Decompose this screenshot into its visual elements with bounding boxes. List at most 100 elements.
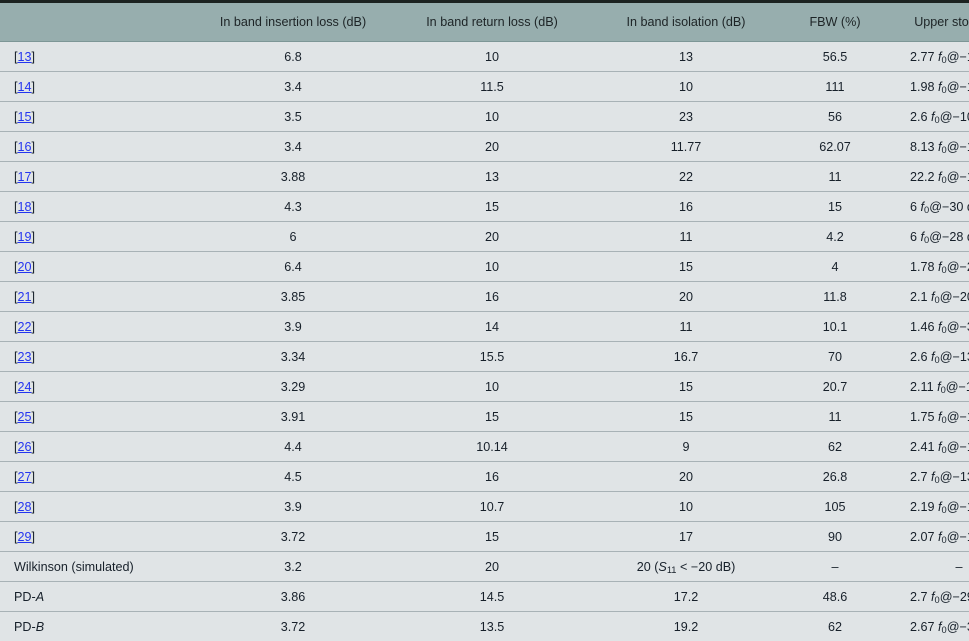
cell-return-loss: 16 [394,462,590,492]
reference-link[interactable]: 17 [18,170,32,184]
cell-reference: [18] [0,192,192,222]
frequency-subscript: 0 [941,385,946,395]
cell-isolation: 11.77 [590,132,782,162]
cell-fbw: 4.2 [782,222,888,252]
cell-reference: [25] [0,402,192,432]
cell-return-loss: 10 [394,42,590,72]
frequency-subscript: 0 [924,235,929,245]
cell-insertion-loss: 3.9 [192,492,394,522]
frequency-symbol: f [938,80,942,94]
column-header-upper-stopband: Upper stopband [888,3,969,42]
cell-return-loss: 10 [394,372,590,402]
cell-fbw: 111 [782,72,888,102]
stopband-multiplier: 2.19 [910,500,938,514]
bracket-close: ] [32,410,36,424]
reference-link[interactable]: 28 [18,500,32,514]
stopband-level: @−16 dB [947,530,969,544]
reference-link[interactable]: 27 [18,470,32,484]
cell-insertion-loss: 4.4 [192,432,394,462]
cell-upper-stopband: 2.6 f0@−10 dB [888,102,969,132]
frequency-symbol: f [938,140,942,154]
reference-link[interactable]: 18 [18,200,32,214]
bracket-close: ] [32,290,36,304]
cell-reference: [13] [0,42,192,72]
cell-upper-stopband: 6 f0@−30 dB [888,192,969,222]
reference-link[interactable]: 23 [18,350,32,364]
cell-insertion-loss: 3.2 [192,552,394,582]
isolation-prefix: 20 ( [637,560,659,574]
reference-link[interactable]: 25 [18,410,32,424]
cell-reference: [16] [0,132,192,162]
frequency-symbol: f [931,290,935,304]
reference-link[interactable]: 21 [18,290,32,304]
frequency-symbol: f [931,470,935,484]
reference-label-italic: A [36,590,44,604]
cell-isolation: 20 (S11 < −20 dB) [590,552,782,582]
cell-fbw: 105 [782,492,888,522]
reference-link[interactable]: 24 [18,380,32,394]
cell-reference: [14] [0,72,192,102]
cell-insertion-loss: 6.4 [192,252,394,282]
cell-isolation: 11 [590,312,782,342]
frequency-subscript: 0 [935,115,940,125]
cell-isolation: 15 [590,402,782,432]
cell-return-loss: 20 [394,222,590,252]
cell-fbw: 56 [782,102,888,132]
reference-link[interactable]: 14 [18,80,32,94]
cell-return-loss: 20 [394,132,590,162]
bracket-close: ] [32,350,36,364]
cell-isolation: 19.2 [590,612,782,641]
stopband-multiplier: 2.67 [910,620,938,634]
reference-link[interactable]: 29 [18,530,32,544]
stopband-multiplier: 2.7 [910,470,931,484]
table-header-row: In band insertion loss (dB) In band retu… [0,3,969,42]
cell-insertion-loss: 4.3 [192,192,394,222]
column-header-return-loss: In band return loss (dB) [394,3,590,42]
stopband-level: @−10 dB [947,80,969,94]
cell-return-loss: 10 [394,252,590,282]
cell-return-loss: 13.5 [394,612,590,641]
frequency-symbol: f [938,530,942,544]
cell-reference: PD-A [0,582,192,612]
reference-link[interactable]: 16 [18,140,32,154]
cell-reference: [21] [0,282,192,312]
cell-isolation: 10 [590,492,782,522]
cell-isolation: 13 [590,42,782,72]
frequency-subscript: 0 [935,595,940,605]
cell-return-loss: 14.5 [394,582,590,612]
cell-insertion-loss: 3.88 [192,162,394,192]
frequency-symbol: f [938,320,942,334]
stopband-level: @−32 dB [947,320,969,334]
comparison-table: In band insertion loss (dB) In band retu… [0,3,969,641]
reference-link[interactable]: 20 [18,260,32,274]
reference-link[interactable]: 22 [18,320,32,334]
stopband-level: @−15.8 dB [947,440,969,454]
cell-return-loss: 10.14 [394,432,590,462]
stopband-level: @−15 dB [946,380,969,394]
cell-return-loss: 15.5 [394,342,590,372]
reference-link[interactable]: 19 [18,230,32,244]
cell-reference: [26] [0,432,192,462]
stopband-multiplier: 2.41 [910,440,938,454]
bracket-close: ] [32,530,36,544]
stopband-level: @−13 dB [940,350,969,364]
stopband-multiplier: 6 [910,230,921,244]
reference-label-italic: B [36,620,44,634]
stopband-level: @−17 dB [947,500,969,514]
reference-link[interactable]: 26 [18,440,32,454]
cell-insertion-loss: 3.86 [192,582,394,612]
frequency-symbol: f [931,590,935,604]
reference-link[interactable]: 15 [18,110,32,124]
stopband-multiplier: 2.6 [910,110,931,124]
stopband-level: @−28 dB [947,260,969,274]
cell-isolation: 20 [590,282,782,312]
reference-link[interactable]: 13 [18,50,32,64]
cell-upper-stopband: 22.2 f0@−10 dB [888,162,969,192]
cell-fbw: 15 [782,192,888,222]
